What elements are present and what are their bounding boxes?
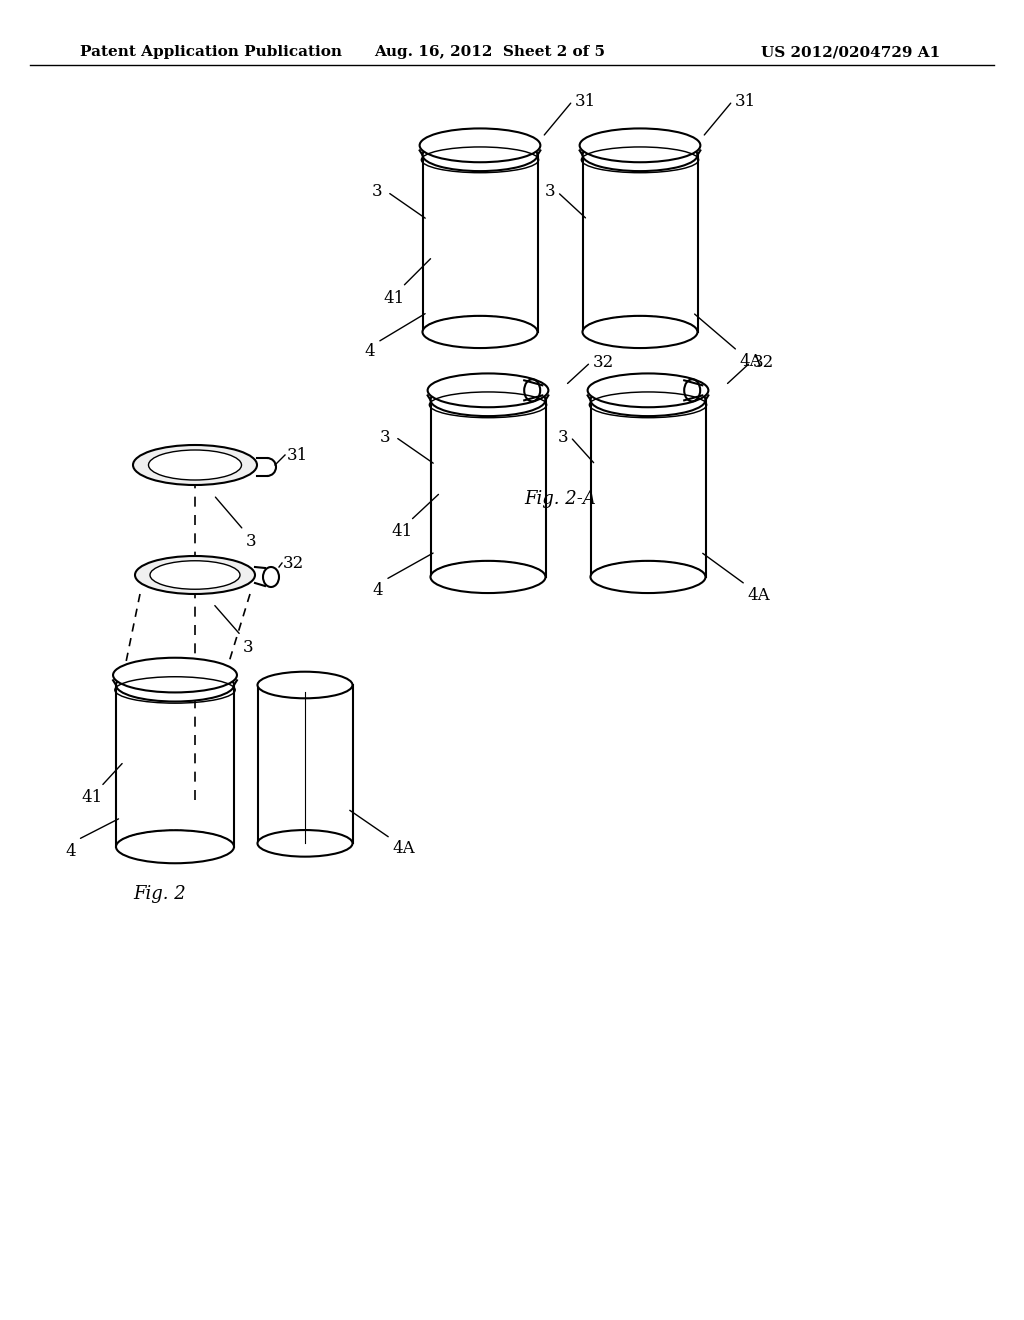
Ellipse shape bbox=[580, 128, 700, 162]
Text: 3: 3 bbox=[380, 429, 390, 446]
Ellipse shape bbox=[428, 374, 549, 408]
Text: 4A: 4A bbox=[392, 841, 415, 857]
Ellipse shape bbox=[588, 374, 709, 408]
Ellipse shape bbox=[113, 657, 237, 693]
Text: Fig. 2: Fig. 2 bbox=[133, 884, 186, 903]
Text: 4A: 4A bbox=[748, 586, 770, 603]
Text: 41: 41 bbox=[82, 789, 103, 807]
Text: 3: 3 bbox=[243, 639, 254, 656]
Text: 4: 4 bbox=[373, 582, 384, 599]
Ellipse shape bbox=[583, 139, 697, 172]
Text: 31: 31 bbox=[574, 92, 596, 110]
Text: 32: 32 bbox=[283, 554, 304, 572]
Text: 32: 32 bbox=[593, 354, 613, 371]
Text: 3: 3 bbox=[372, 183, 383, 201]
Ellipse shape bbox=[423, 315, 538, 348]
Text: 41: 41 bbox=[383, 290, 404, 306]
Ellipse shape bbox=[135, 556, 255, 594]
Ellipse shape bbox=[591, 384, 706, 416]
Text: 41: 41 bbox=[391, 523, 413, 540]
Ellipse shape bbox=[430, 561, 546, 593]
Ellipse shape bbox=[116, 668, 234, 701]
Text: 4: 4 bbox=[66, 842, 76, 859]
Ellipse shape bbox=[420, 128, 541, 162]
Ellipse shape bbox=[133, 445, 257, 484]
Text: 3: 3 bbox=[558, 429, 568, 446]
Text: Patent Application Publication: Patent Application Publication bbox=[80, 45, 342, 59]
Ellipse shape bbox=[257, 830, 352, 857]
Ellipse shape bbox=[148, 450, 242, 480]
Text: 3: 3 bbox=[545, 183, 555, 201]
Text: 4A: 4A bbox=[739, 352, 762, 370]
Text: Fig. 2-A: Fig. 2-A bbox=[524, 490, 596, 508]
Text: 31: 31 bbox=[734, 92, 756, 110]
Text: Aug. 16, 2012  Sheet 2 of 5: Aug. 16, 2012 Sheet 2 of 5 bbox=[375, 45, 605, 59]
Ellipse shape bbox=[591, 561, 706, 593]
Ellipse shape bbox=[257, 672, 352, 698]
Ellipse shape bbox=[430, 384, 546, 416]
Ellipse shape bbox=[150, 561, 240, 589]
Text: US 2012/0204729 A1: US 2012/0204729 A1 bbox=[761, 45, 940, 59]
Text: 3: 3 bbox=[246, 533, 256, 550]
Text: 32: 32 bbox=[753, 354, 774, 371]
Ellipse shape bbox=[116, 830, 234, 863]
Ellipse shape bbox=[423, 139, 538, 172]
Text: 31: 31 bbox=[287, 446, 308, 463]
Ellipse shape bbox=[583, 315, 697, 348]
Text: 4: 4 bbox=[365, 343, 376, 360]
